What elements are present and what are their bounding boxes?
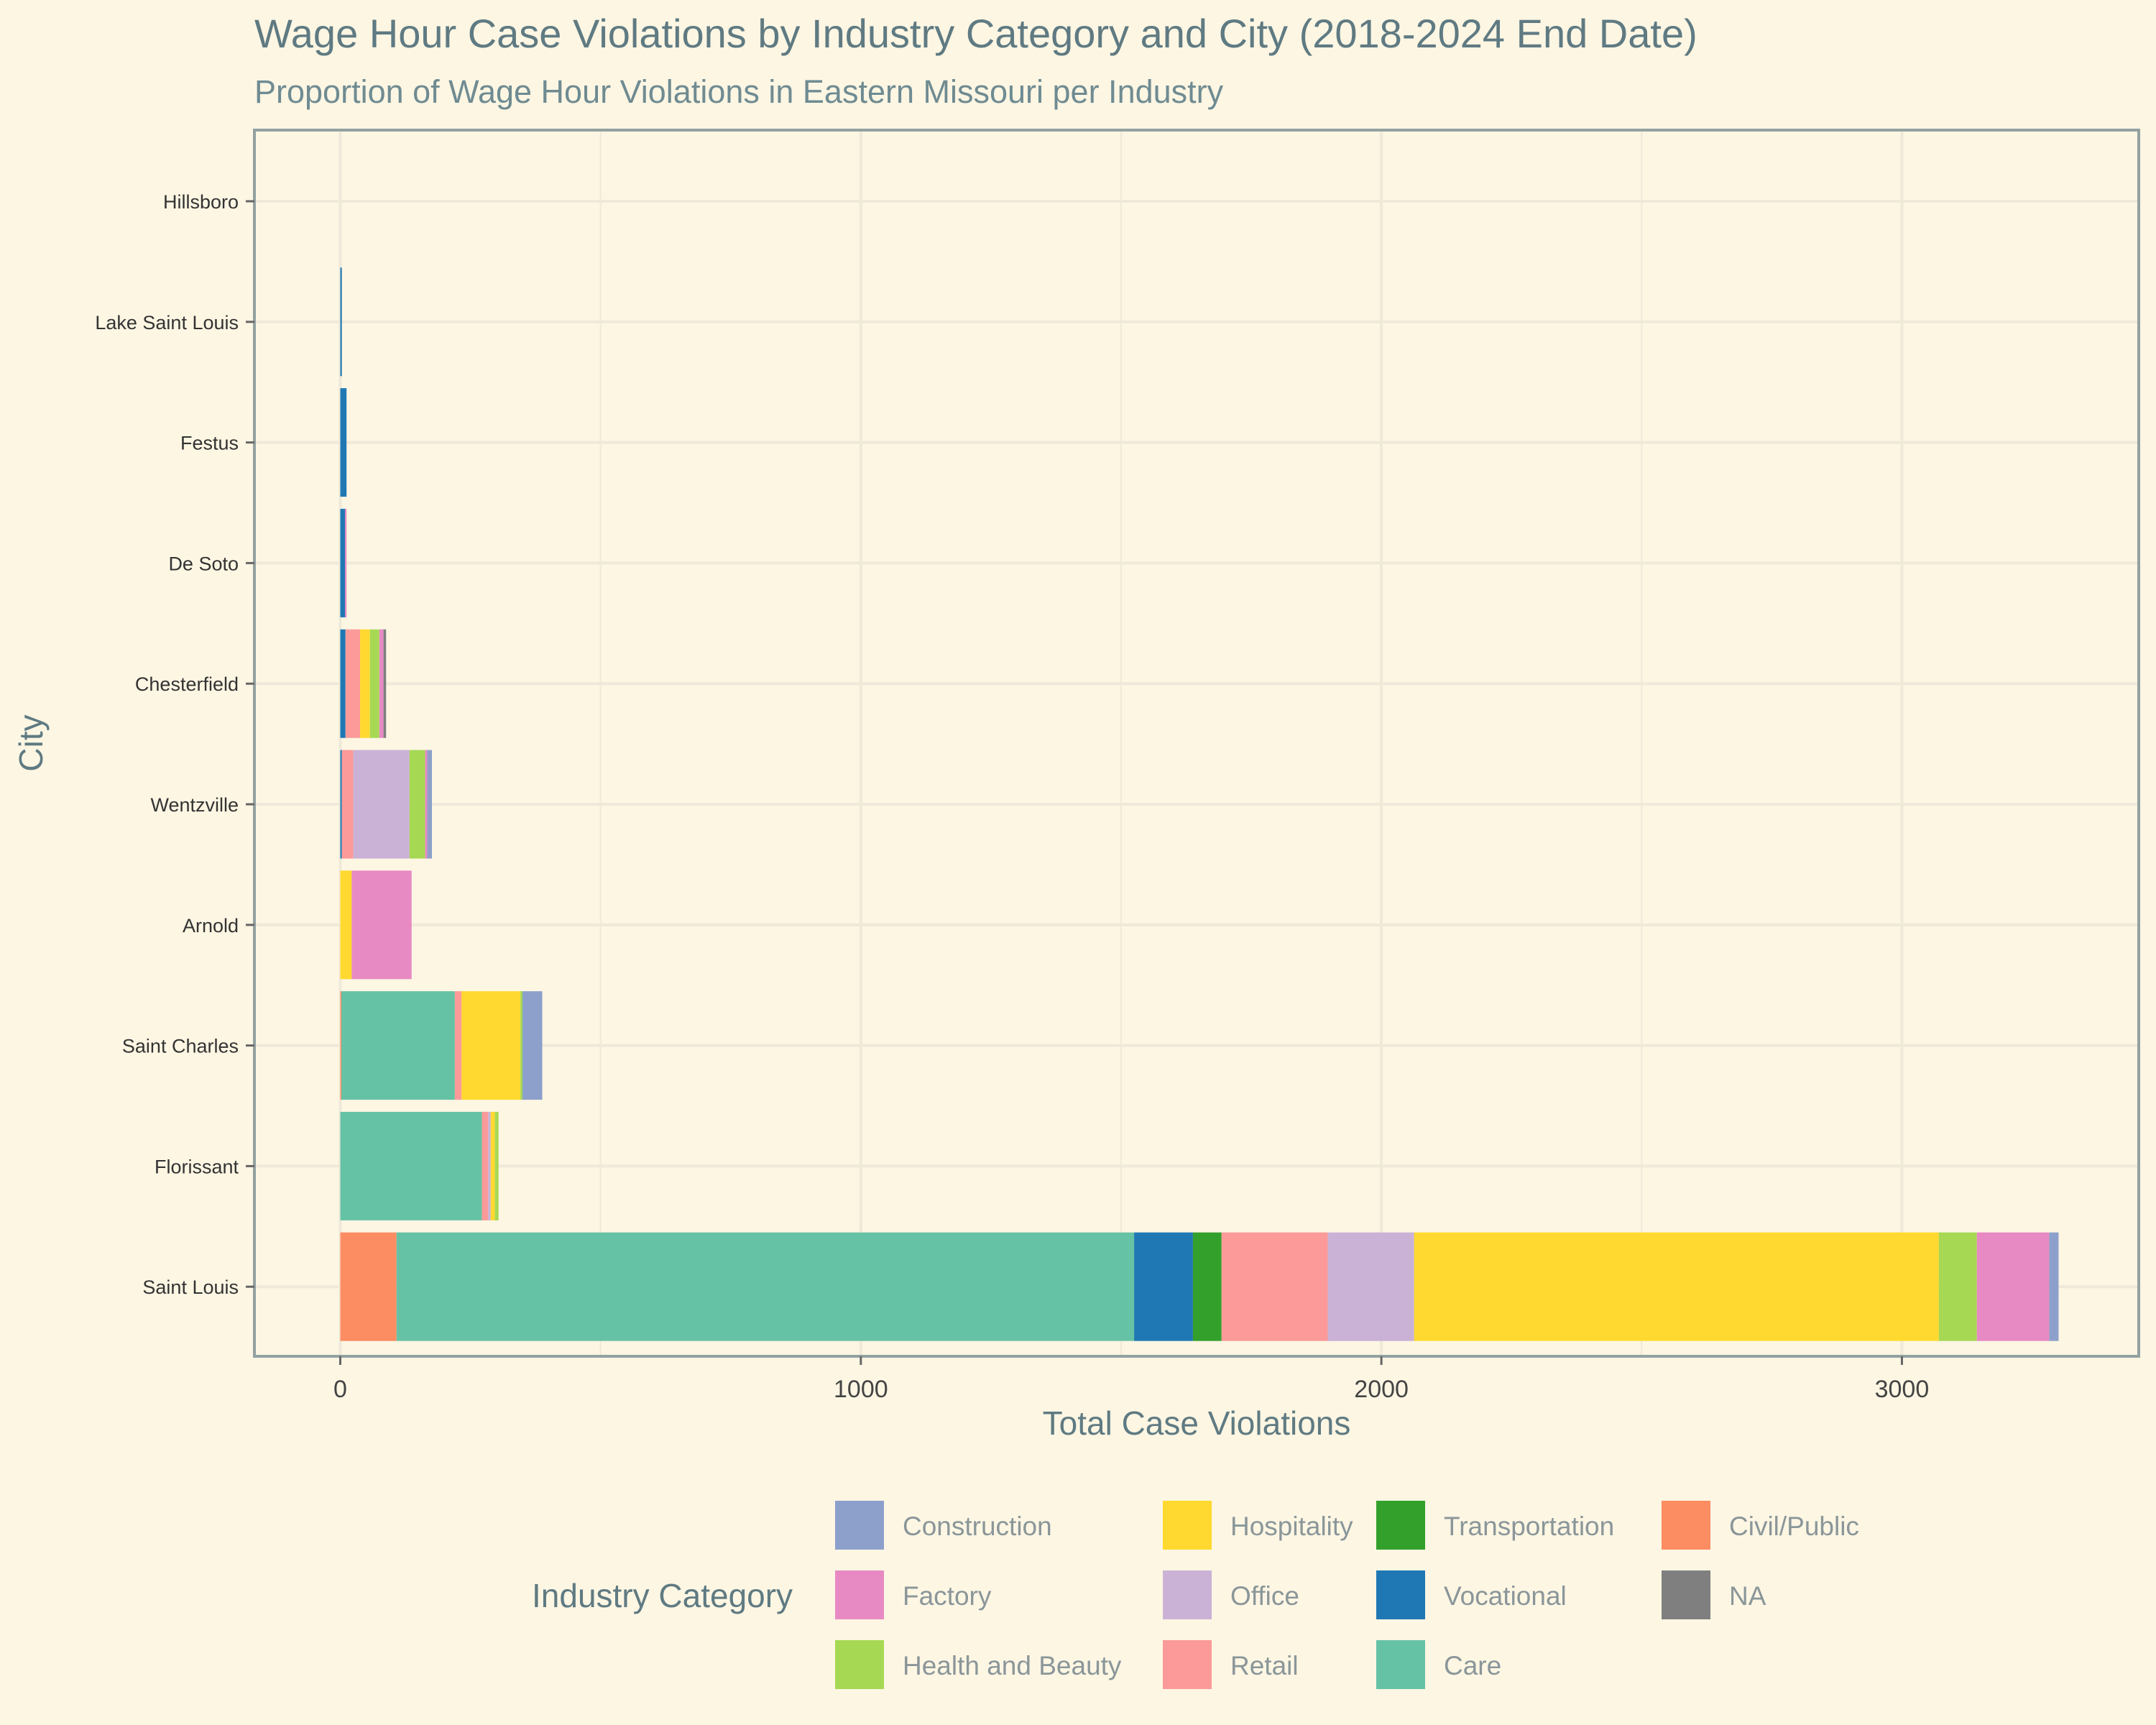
bar-saint-louis-civil-public (340, 1232, 397, 1341)
bar-wentzville-factory (425, 750, 428, 859)
legend-title: Industry Category (532, 1577, 793, 1614)
bar-wentzville-retail (341, 750, 354, 859)
legend-item-civil-public: Civil/Public (1662, 1501, 1859, 1550)
bar-saint-louis-vocational (1134, 1232, 1193, 1341)
x-tick-label-0: 0 (333, 1376, 347, 1403)
bar-saint-louis-construction (2049, 1232, 2059, 1341)
legend-swatch-retail (1163, 1640, 1212, 1689)
legend-swatch-transportation (1376, 1501, 1425, 1550)
bar-florissant-office (488, 1111, 491, 1220)
legend-item-hospitality: Hospitality (1163, 1501, 1353, 1550)
bar-chesterfield-retail (345, 629, 361, 738)
legend-item-vocational: Vocational (1376, 1570, 1567, 1619)
legend-item-factory: Factory (835, 1570, 992, 1619)
legend-item-care: Care (1376, 1640, 1501, 1689)
legend-label-health-and-beauty: Health and Beauty (903, 1651, 1122, 1680)
legend-item-na: NA (1662, 1570, 1766, 1619)
x-tick-label-1000: 1000 (834, 1376, 888, 1403)
legend-swatch-care (1376, 1640, 1425, 1689)
bar-saint-louis-retail (1221, 1232, 1328, 1341)
y-tick-label-hillsboro: Hillsboro (163, 191, 239, 213)
y-tick-label-lake-saint-louis: Lake Saint Louis (95, 312, 239, 334)
bar-wentzville-construction (427, 750, 432, 859)
bar-arnold-hospitality (340, 870, 352, 980)
bar-florissant-care (340, 1111, 482, 1220)
legend-swatch-factory (835, 1570, 884, 1619)
legend-swatch-health-and-beauty (835, 1640, 884, 1689)
legend-swatch-civil-public (1662, 1501, 1710, 1550)
legend-swatch-hospitality (1163, 1501, 1212, 1550)
bar-saint-charles-care (341, 991, 455, 1100)
bar-de-soto-vocational (340, 508, 346, 617)
y-axis-title: City (12, 714, 50, 771)
chart-subtitle: Proportion of Wage Hour Violations in Ea… (254, 73, 1224, 110)
bars (340, 267, 2059, 1341)
y-tick-label-florissant: Florissant (155, 1156, 239, 1177)
y-tick-label-de-soto: De Soto (168, 553, 239, 574)
legend-item-office: Office (1163, 1570, 1299, 1619)
legend-item-construction: Construction (835, 1501, 1052, 1550)
bar-de-soto-factory (345, 508, 347, 617)
bar-saint-charles-retail (454, 991, 462, 1100)
legend-label-construction: Construction (903, 1512, 1052, 1541)
legend-label-vocational: Vocational (1444, 1581, 1567, 1611)
x-tick-label-3000: 3000 (1875, 1376, 1930, 1403)
y-tick-label-arnold: Arnold (183, 915, 239, 937)
legend-label-civil-public: Civil/Public (1729, 1512, 1859, 1541)
legend-item-retail: Retail (1163, 1640, 1299, 1689)
legend-swatch-vocational (1376, 1570, 1425, 1619)
bar-saint-louis-office (1327, 1232, 1414, 1341)
y-tick-label-wentzville: Wentzville (150, 794, 239, 816)
bar-florissant-retail (482, 1111, 489, 1220)
city-axis: Hillsboro Lake Saint Louis Festus De Soto Ch… (95, 191, 254, 1298)
chart-title: Wage Hour Case Violations by Industry Ca… (254, 11, 1697, 56)
bar-chesterfield-factory (379, 629, 384, 738)
legend-item-transportation: Transportation (1376, 1501, 1614, 1550)
bar-wentzville-office (353, 750, 410, 859)
bar-arnold-factory (351, 870, 412, 980)
x-axis: 0 1000 2000 3000 (333, 1356, 1929, 1403)
legend-label-office: Office (1230, 1581, 1299, 1611)
bar-saint-charles-construction (522, 991, 543, 1100)
y-tick-label-festus: Festus (180, 433, 239, 454)
legend-label-hospitality: Hospitality (1230, 1512, 1353, 1541)
y-tick-label-chesterfield: Chesterfield (135, 673, 239, 695)
bar-saint-louis-transportation (1192, 1232, 1222, 1341)
bar-saint-charles-health-and-beauty (520, 991, 523, 1100)
bar-lake-saint-louis-vocational (340, 267, 342, 377)
legend-label-care: Care (1444, 1651, 1501, 1680)
bar-saint-louis-factory (1976, 1232, 2050, 1341)
y-tick-label-saint-louis: Saint Louis (142, 1276, 239, 1298)
bar-wentzville-health-and-beauty (409, 750, 425, 859)
bar-saint-louis-health-and-beauty (1938, 1232, 1977, 1341)
y-tick-label-saint-charles: Saint Charles (122, 1036, 239, 1057)
legend-label-factory: Factory (903, 1581, 992, 1611)
legend-swatch-construction (835, 1501, 884, 1550)
legend-label-na: NA (1729, 1581, 1766, 1611)
bar-chesterfield-na (383, 629, 387, 738)
plot-panel-border (253, 129, 2140, 1358)
bar-florissant-health-and-beauty (494, 1111, 499, 1220)
bar-saint-charles-hospitality (461, 991, 521, 1100)
legend-swatch-office (1163, 1570, 1212, 1619)
bar-festus-vocational (340, 388, 347, 497)
bar-wentzville-vocational (340, 750, 342, 859)
legend-label-transportation: Transportation (1444, 1512, 1614, 1541)
x-axis-title: Total Case Violations (1043, 1404, 1351, 1442)
bar-chesterfield-health-and-beauty (369, 629, 379, 738)
bar-chesterfield-vocational (340, 629, 346, 738)
legend-item-health-and-beauty: Health and Beauty (835, 1640, 1122, 1689)
bar-saint-louis-hospitality (1414, 1232, 1939, 1341)
bar-saint-louis-care (396, 1232, 1135, 1341)
legend-label-retail: Retail (1230, 1651, 1299, 1680)
bar-florissant-hospitality (490, 1111, 495, 1220)
bar-chesterfield-hospitality (360, 629, 370, 738)
legend-swatch-na (1662, 1570, 1710, 1619)
legend: Construction Hospitality Transportation Civ… (835, 1501, 1859, 1689)
x-tick-label-2000: 2000 (1354, 1376, 1409, 1403)
